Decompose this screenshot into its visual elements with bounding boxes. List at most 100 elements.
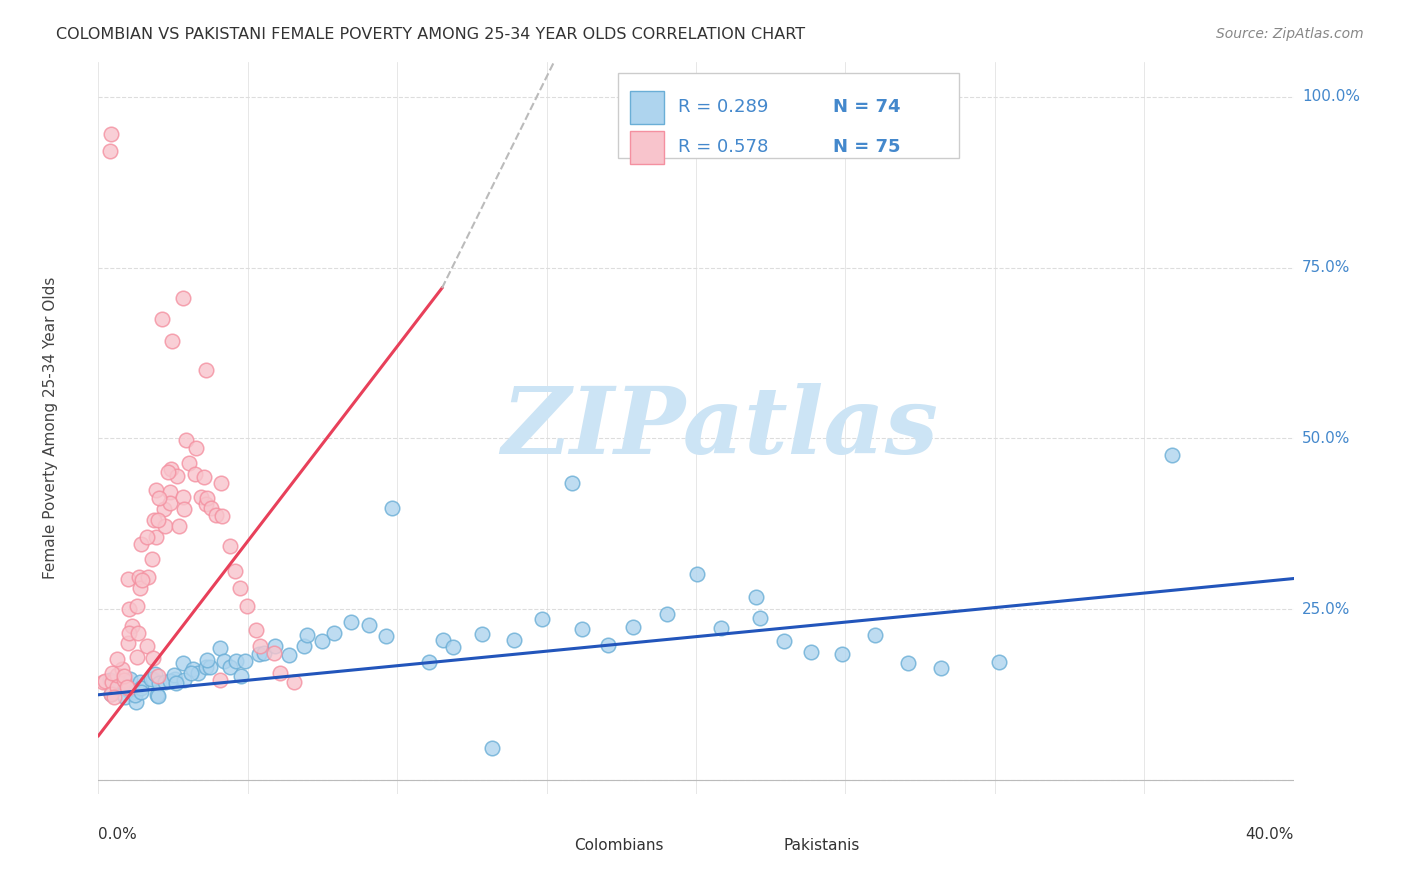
Point [253, 646, 276, 660]
Bar [749, 832, 776, 858]
Point [710, 620, 733, 634]
Point [128, 581, 150, 595]
Text: 50.0%: 50.0% [1302, 431, 1350, 446]
Point [184, 467, 207, 481]
Point [131, 573, 153, 587]
Point [748, 611, 770, 625]
Point [112, 669, 135, 683]
Point [146, 669, 169, 683]
Point [129, 674, 152, 689]
Text: 25.0%: 25.0% [1302, 602, 1350, 616]
Point [571, 622, 593, 636]
Point [211, 508, 233, 523]
Point [117, 683, 139, 698]
Point [118, 625, 141, 640]
Point [177, 457, 200, 471]
Point [194, 660, 217, 674]
Point [98, 145, 121, 159]
Point [139, 673, 162, 687]
Point [292, 639, 315, 653]
Point [118, 673, 141, 687]
Text: 100.0%: 100.0% [1302, 89, 1360, 104]
Point [212, 654, 235, 668]
Text: Source: ZipAtlas.com: Source: ZipAtlas.com [1216, 27, 1364, 41]
Point [831, 648, 853, 662]
Text: 75.0%: 75.0% [1302, 260, 1350, 275]
Point [101, 665, 124, 680]
Point [231, 668, 253, 682]
Point [269, 665, 291, 680]
Point [174, 434, 197, 448]
Bar [541, 832, 567, 858]
Point [172, 490, 194, 504]
Point [264, 639, 287, 653]
Point [441, 640, 464, 654]
Point [100, 127, 122, 141]
Point [167, 518, 190, 533]
Text: 40.0%: 40.0% [1246, 827, 1294, 842]
Point [187, 665, 209, 680]
Text: N = 75: N = 75 [834, 138, 901, 156]
Point [129, 537, 152, 551]
FancyBboxPatch shape [619, 73, 959, 158]
Point [112, 673, 135, 688]
Point [173, 502, 195, 516]
Point [148, 675, 170, 690]
Point [655, 607, 678, 621]
Text: 0.0%: 0.0% [98, 827, 138, 842]
Point [194, 497, 217, 511]
Point [152, 502, 174, 516]
Point [124, 685, 146, 699]
Point [145, 530, 167, 544]
Point [148, 491, 170, 506]
Point [418, 656, 440, 670]
Point [988, 655, 1011, 669]
Point [143, 513, 166, 527]
Point [127, 599, 149, 614]
Text: ZIPatlas: ZIPatlas [502, 384, 938, 473]
Point [148, 689, 170, 703]
Point [863, 627, 886, 641]
Point [157, 466, 180, 480]
Point [198, 660, 221, 674]
Point [115, 681, 138, 695]
Point [235, 599, 257, 613]
Point [166, 469, 188, 483]
Point [107, 667, 129, 681]
Point [142, 673, 165, 687]
Point [100, 674, 122, 689]
Point [98, 673, 121, 688]
Text: R = 0.289: R = 0.289 [678, 98, 769, 116]
Point [129, 685, 152, 699]
Point [165, 673, 187, 687]
Point [340, 615, 363, 629]
Text: N = 74: N = 74 [834, 98, 901, 116]
Point [245, 623, 267, 637]
Point [194, 363, 217, 377]
Point [181, 662, 204, 676]
Point [153, 518, 176, 533]
Point [159, 673, 181, 688]
Point [311, 633, 333, 648]
Point [129, 681, 152, 695]
Point [141, 552, 163, 566]
Point [117, 573, 139, 587]
Point [91, 674, 114, 689]
Text: Pakistanis: Pakistanis [783, 838, 859, 853]
Point [159, 484, 181, 499]
Point [117, 636, 139, 650]
Point [118, 602, 141, 616]
Point [247, 648, 270, 662]
Point [209, 673, 232, 688]
Text: Colombians: Colombians [574, 838, 664, 853]
Point [127, 626, 149, 640]
Point [103, 690, 125, 704]
Point [94, 673, 117, 688]
Point [502, 633, 524, 648]
Point [111, 662, 134, 676]
Point [163, 668, 186, 682]
Point [121, 619, 143, 633]
Point [128, 570, 150, 584]
Point [621, 620, 644, 634]
Point [263, 647, 285, 661]
